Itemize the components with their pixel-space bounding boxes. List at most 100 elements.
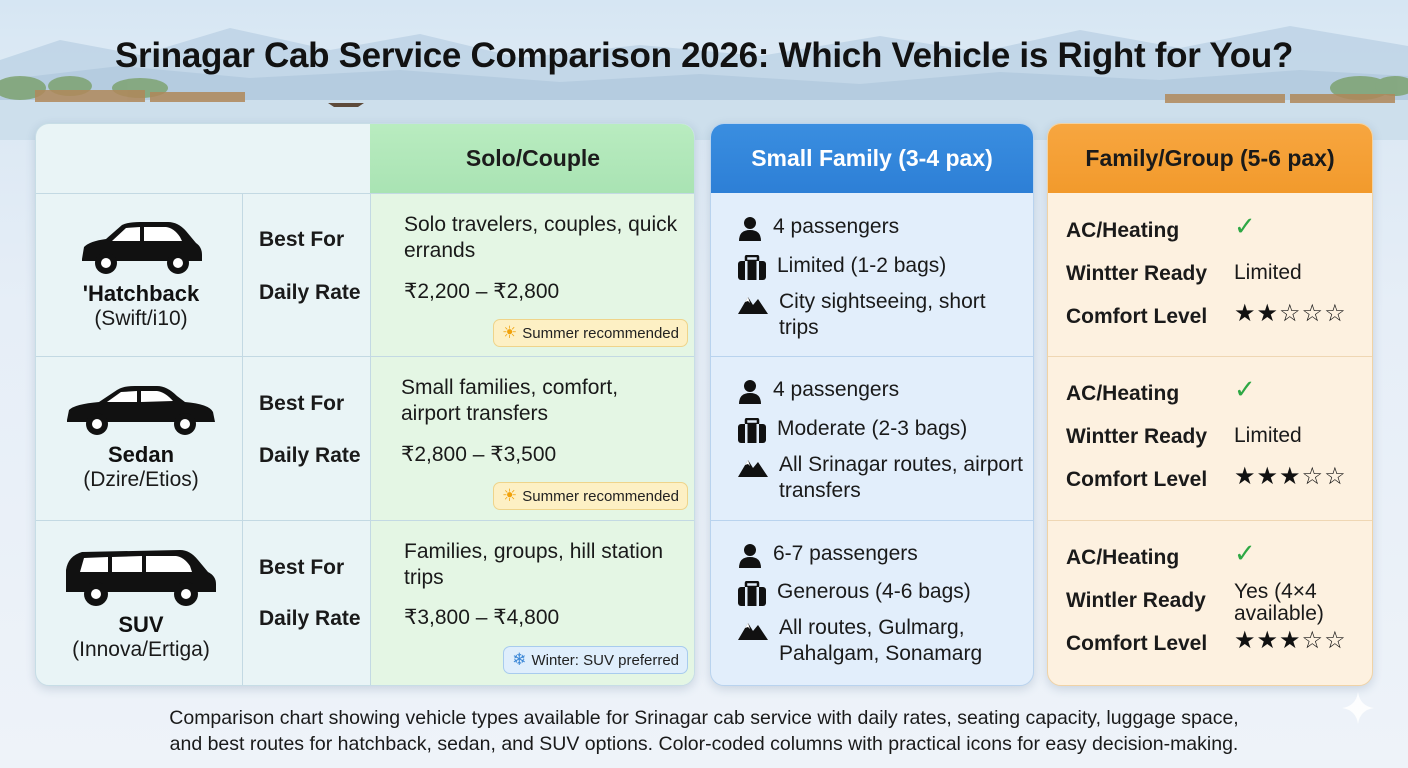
season-badge: ❄ Winter: SUV preferred xyxy=(503,646,688,674)
divider xyxy=(711,356,1033,357)
family-group-row: AC/Heating ✓ Wintter Ready Limited Comfo… xyxy=(1048,356,1372,520)
family-group-panel: Family/Group (5-6 pax) AC/Heating ✓ Wint… xyxy=(1047,123,1373,686)
passengers-item: 4 passengers xyxy=(737,214,899,242)
ac-label: AC/Heating xyxy=(1066,546,1180,569)
mountain-icon xyxy=(738,460,768,477)
person-icon xyxy=(739,544,761,568)
family-group-row: AC/Heating ✓ Wintter Ready Limited Comfo… xyxy=(1048,193,1372,357)
caption: Comparison chart showing vehicle types a… xyxy=(0,705,1408,757)
divider xyxy=(1048,356,1372,357)
vehicle-name: Sedan xyxy=(107,442,175,467)
daily-rate-label: Daily Rate xyxy=(259,444,361,467)
luggage-item: Generous (4-6 bags) xyxy=(737,579,971,607)
vehicle-name: 'Hatchback xyxy=(82,281,200,306)
person-icon xyxy=(739,380,761,404)
star-rating-icon: ★★☆☆☆ xyxy=(1234,300,1347,327)
suv-car-icon xyxy=(66,550,216,606)
vehicle-models: (Swift/i10) xyxy=(94,307,188,330)
best-for-value: Families, groups, hill station trips xyxy=(404,540,664,589)
small-family-panel: Small Family (3-4 pax) 4 passengers Limi… xyxy=(710,123,1034,686)
luggage-icon xyxy=(738,255,766,280)
family-group-header: Family/Group (5-6 pax) xyxy=(1048,124,1372,193)
sedan-car-icon xyxy=(67,386,215,435)
daily-rate-label: Daily Rate xyxy=(259,281,361,304)
badge-text: Summer recommended xyxy=(522,324,679,342)
winter-value: Limited xyxy=(1234,261,1302,284)
routes-item: City sightseeing, short trips xyxy=(737,289,1027,341)
routes-text: All routes, Gulmarg, Pahalgam, Sonamarg xyxy=(779,616,983,665)
sun-icon: ☀ xyxy=(502,486,518,505)
luggage-icon xyxy=(738,581,766,606)
luggage-text: Generous (4-6 bags) xyxy=(777,580,971,603)
mountain-icon xyxy=(738,623,768,640)
sparkle-icon xyxy=(1342,692,1374,724)
small-family-header: Small Family (3-4 pax) xyxy=(711,124,1033,193)
star-rating-icon: ★★★☆☆ xyxy=(1234,627,1347,654)
daily-rate-value: ₹2,200 – ₹2,800 xyxy=(404,280,560,303)
small-family-row: 4 passengers Moderate (2-3 bags) All Sri… xyxy=(711,356,1033,520)
vehicle-row-hatchback: 'Hatchback (Swift/i10) Best For Daily Ra… xyxy=(36,193,694,357)
winter-value: Yes (4×4 available) xyxy=(1234,580,1324,625)
caption-line-1: Comparison chart showing vehicle types a… xyxy=(169,707,1239,729)
person-icon xyxy=(739,217,761,241)
divider xyxy=(36,356,694,357)
divider xyxy=(36,520,694,521)
best-for-label: Best For xyxy=(259,556,345,579)
ac-label: AC/Heating xyxy=(1066,382,1180,405)
passengers-text: 4 passengers xyxy=(773,378,900,401)
daily-rate-label: Daily Rate xyxy=(259,607,361,630)
daily-rate-value: ₹2,800 – ₹3,500 xyxy=(401,443,557,466)
comfort-label: Comfort Level xyxy=(1066,468,1208,491)
passengers-text: 6-7 passengers xyxy=(773,542,918,565)
vehicle-models: (Dzire/Etios) xyxy=(83,468,199,491)
luggage-item: Limited (1-2 bags) xyxy=(737,253,946,281)
winter-label: Wintter Ready xyxy=(1066,262,1208,285)
routes-item: All Srinagar routes, airport transfers xyxy=(737,452,1027,504)
luggage-text: Moderate (2-3 bags) xyxy=(777,417,968,440)
vehicle-table-panel: Solo/Couple 'Hatchback (Swift/i10) Best … xyxy=(35,123,695,686)
passengers-item: 6-7 passengers xyxy=(737,541,918,569)
mountain-icon xyxy=(738,297,768,314)
luggage-item: Moderate (2-3 bags) xyxy=(737,416,967,444)
routes-item: All routes, Gulmarg, Pahalgam, Sonamarg xyxy=(737,615,1027,667)
star-rating-icon: ★★★☆☆ xyxy=(1234,463,1347,490)
family-group-row: AC/Heating ✓ Wintler Ready Yes (4×4 avai… xyxy=(1048,520,1372,684)
best-for-label: Best For xyxy=(259,228,345,251)
divider xyxy=(36,193,694,194)
vehicle-row-sedan: Sedan (Dzire/Etios) Best For Daily Rate … xyxy=(36,356,694,520)
best-for-value: Solo travelers, couples, quick errands xyxy=(404,213,678,262)
luggage-text: Limited (1-2 bags) xyxy=(777,254,947,277)
daily-rate-value: ₹3,800 – ₹4,800 xyxy=(404,606,560,629)
best-for-value: Small families, comfort, airport transfe… xyxy=(401,376,619,425)
vehicle-models: (Innova/Ertiga) xyxy=(72,638,210,661)
routes-text: All Srinagar routes, airport transfers xyxy=(779,453,1023,502)
check-icon: ✓ xyxy=(1234,374,1256,404)
winter-label: Wintler Ready xyxy=(1066,589,1206,612)
sun-icon: ☀ xyxy=(502,323,518,342)
vehicle-row-suv: SUV (Innova/Ertiga) Best For Daily Rate … xyxy=(36,520,694,684)
small-family-row: 4 passengers Limited (1-2 bags) City sig… xyxy=(711,193,1033,357)
page-title: Srinagar Cab Service Comparison 2026: Wh… xyxy=(114,36,1294,75)
routes-text: City sightseeing, short trips xyxy=(779,290,986,339)
divider xyxy=(242,193,243,685)
snowflake-icon: ❄ xyxy=(512,650,527,669)
lake-background xyxy=(0,0,1408,140)
luggage-icon xyxy=(738,418,766,443)
season-badge: ☀ Summer recommended xyxy=(493,319,688,347)
passengers-text: 4 passengers xyxy=(773,215,900,238)
passengers-item: 4 passengers xyxy=(737,377,899,405)
divider xyxy=(370,193,371,685)
winter-label: Wintter Ready xyxy=(1066,425,1208,448)
solo-couple-header: Solo/Couple xyxy=(370,124,694,193)
sedan-card: Sedan (Dzire/Etios) xyxy=(56,382,226,492)
comfort-label: Comfort Level xyxy=(1066,305,1208,328)
badge-text: Summer recommended xyxy=(522,487,679,505)
check-icon: ✓ xyxy=(1234,211,1256,241)
suv-card: SUV (Innova/Ertiga) xyxy=(56,546,226,662)
solo-couple-column xyxy=(370,124,694,685)
divider xyxy=(1048,520,1372,521)
ac-label: AC/Heating xyxy=(1066,219,1180,242)
winter-value: Limited xyxy=(1234,424,1302,447)
caption-line-2: and best routes for hatchback, sedan, an… xyxy=(169,733,1239,755)
vehicle-name: SUV xyxy=(118,612,164,637)
